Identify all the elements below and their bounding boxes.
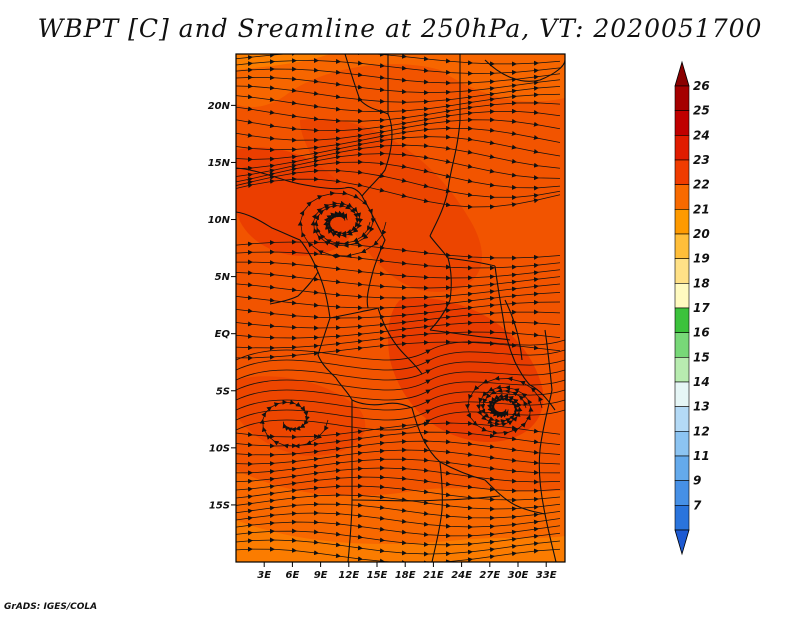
colorbar-swatch [674,135,690,161]
x-tick-label: 30E [508,570,529,581]
streamline [236,349,565,371]
colorbar-swatch [674,85,690,111]
colorbar-label: 15 [693,350,710,364]
map-plot-area [235,53,566,563]
colorbar-label: 11 [693,449,710,463]
x-axis: 3E 6E 9E 12E 15E 18E 21E 24E 27E 30E 33E [257,562,557,581]
streamline [236,339,565,361]
colorbar-swatch [674,505,690,531]
colorbar-swatch [674,283,690,309]
map-title: WBPT [C] and Sreamline at 250hPa, VT: 20… [37,14,763,43]
colorbar-swatch [674,381,690,407]
streamline [236,389,565,411]
colorbar-swatch [674,184,690,210]
colorbar-label: 20 [693,227,710,241]
streamline [480,388,529,424]
streamline [236,409,565,431]
x-tick-label: 27E [479,570,500,581]
streamline [236,359,565,381]
colorbar-label: 23 [693,153,710,167]
grads-credit: GrADS: IGES/COLA [4,602,98,612]
colorbar-swatch [674,209,690,235]
x-tick-label: 6E [286,570,300,581]
colorbar-swatch [674,357,690,383]
colorbar-swatch [674,431,690,457]
colorbar-label: 18 [693,276,710,290]
streamline [236,399,565,421]
x-tick-label: 21E [423,570,444,581]
colorbar-label: 19 [693,252,710,266]
y-tick-label: 15N [208,158,231,169]
colorbar-top-arrow [674,60,690,87]
colorbar-swatch [674,332,690,358]
x-tick-label: 24E [451,570,472,581]
x-tick-label: 15E [367,570,388,581]
y-tick-label: 10S [209,443,230,454]
y-tick-label: 5N [215,272,231,283]
map-frame [235,53,566,563]
colorbar-label: 12 [693,424,710,438]
x-tick-label: 3E [257,570,271,581]
streamline [236,546,561,562]
y-tick-label: 15S [209,500,230,511]
x-tick-label: 18E [395,570,416,581]
y-tick-label: 20N [208,101,231,112]
colorbar-label: 22 [693,178,710,192]
colorbar-label: 13 [693,400,710,414]
streamline [236,369,565,391]
colorbar-label: 16 [693,326,710,340]
colorbar: 26 25 24 23 22 21 20 19 18 17 16 15 14 13 12 11 9 7 [674,60,710,556]
colorbar-label: 9 [693,474,701,488]
colorbar-swatch [674,159,690,185]
x-tick-label: 12E [338,570,359,581]
colorbar-label: 17 [693,301,710,315]
colorbar-swatch [674,258,690,284]
streamline [236,339,561,361]
y-axis: 20N 15N 10N 5N EQ 5S 10S 15S [208,101,236,511]
x-tick-label: 33E [536,570,557,581]
colorbar-swatch [674,110,690,136]
y-tick-label: 10N [208,215,231,226]
colorbar-bottom-arrow [674,529,690,556]
streamline [313,202,372,247]
streamline [236,379,565,401]
streamlines [236,54,565,562]
colorbar-label: 14 [693,375,710,389]
colorbar-swatch [674,307,690,333]
x-tick-label: 9E [314,570,328,581]
y-tick-label: EQ [215,329,231,340]
colorbar-swatch [674,455,690,481]
colorbar-label: 21 [693,202,710,216]
colorbar-swatch [674,233,690,259]
colorbar-label: 7 [693,498,702,512]
y-tick-label: 5S [216,386,230,397]
colorbar-label: 25 [693,104,710,118]
colorbar-swatch [674,406,690,432]
colorbar-label: 26 [693,79,710,93]
colorbar-label: 24 [693,128,710,142]
streamline [259,399,329,449]
country-borders [236,54,565,562]
colorbar-swatch [674,480,690,506]
